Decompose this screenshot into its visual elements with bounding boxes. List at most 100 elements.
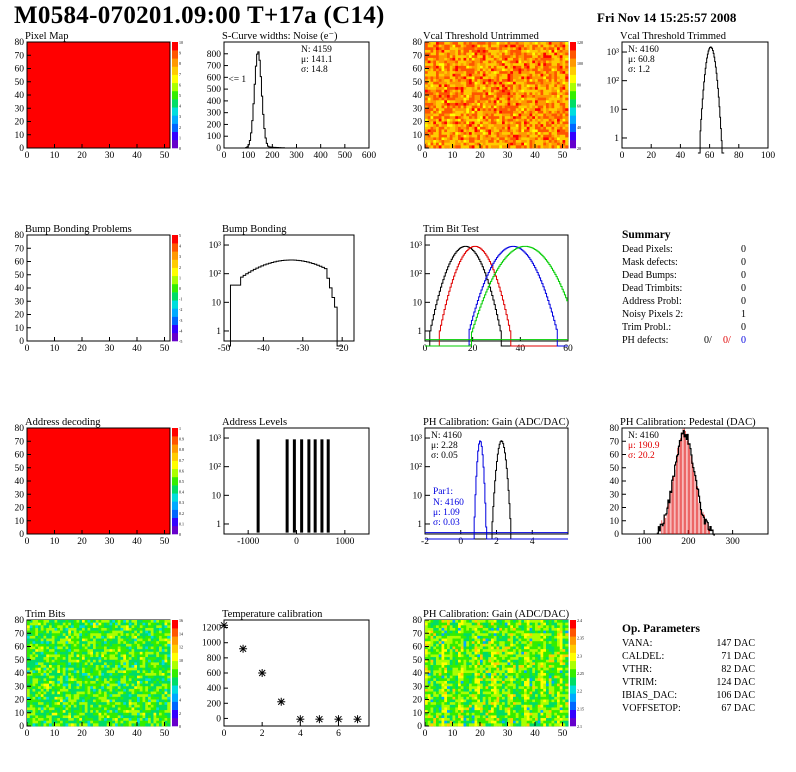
heatmap-cell bbox=[62, 715, 66, 719]
heatmap-cell bbox=[46, 630, 50, 634]
heatmap-cell bbox=[112, 665, 116, 669]
heatmap-cell bbox=[153, 699, 157, 703]
heatmap-cell bbox=[90, 675, 94, 679]
heatmap-cell bbox=[68, 654, 72, 658]
heatmap-cell bbox=[488, 124, 492, 128]
heatmap-cell bbox=[546, 116, 550, 120]
heatmap-cell bbox=[38, 665, 42, 669]
heatmap-cell bbox=[148, 691, 152, 695]
heatmap-cell bbox=[112, 710, 116, 714]
heatmap-cell bbox=[460, 102, 464, 106]
heatmap-cell bbox=[161, 659, 165, 663]
heatmap-cell bbox=[441, 97, 445, 101]
heatmap-cell bbox=[496, 95, 500, 99]
heatmap-cell bbox=[444, 142, 448, 146]
heatmap-cell bbox=[463, 124, 467, 128]
heatmap-cell bbox=[27, 715, 31, 719]
palette-step bbox=[570, 42, 576, 51]
heatmap-cell bbox=[142, 680, 146, 684]
heatmap-cell bbox=[548, 137, 552, 141]
heatmap-cell bbox=[109, 662, 113, 666]
heatmap-cell bbox=[38, 688, 42, 692]
heatmap-cell bbox=[458, 63, 462, 67]
heatmap-cell bbox=[513, 134, 517, 138]
heatmap-cell bbox=[38, 704, 42, 708]
heatmap-cell bbox=[57, 718, 61, 722]
heatmap-cell bbox=[109, 680, 113, 684]
heatmap-cell bbox=[142, 683, 146, 687]
heatmap-cell bbox=[150, 630, 154, 634]
heatmap-cell bbox=[98, 686, 102, 690]
heatmap-cell bbox=[537, 79, 541, 83]
heatmap-cell bbox=[425, 670, 429, 674]
heatmap-cell bbox=[441, 81, 445, 85]
heatmap-cell bbox=[57, 686, 61, 690]
heatmap-cell bbox=[145, 620, 149, 624]
heatmap-cell bbox=[529, 102, 533, 106]
heatmap-cell bbox=[458, 57, 462, 61]
heatmap-cell bbox=[507, 113, 511, 117]
heatmap-cell bbox=[433, 81, 437, 85]
heatmap-cell bbox=[562, 118, 566, 122]
heatmap-cell bbox=[164, 688, 168, 692]
heatmap-cell bbox=[488, 57, 492, 61]
marker-stroke bbox=[335, 715, 342, 723]
heatmap-cell bbox=[109, 657, 113, 661]
heatmap-cell bbox=[150, 678, 154, 682]
heatmap-cell bbox=[485, 134, 489, 138]
heatmap-cell bbox=[79, 635, 83, 639]
heatmap-cell bbox=[35, 630, 39, 634]
heatmap-cell bbox=[117, 659, 121, 663]
heatmap-cell bbox=[474, 42, 478, 46]
heatmap-cell bbox=[474, 92, 478, 96]
heatmap-cell bbox=[502, 124, 506, 128]
heatmap-cell bbox=[156, 710, 160, 714]
heatmap-cell bbox=[559, 105, 563, 109]
heatmap-cell bbox=[562, 76, 566, 80]
heatmap-cell bbox=[482, 79, 486, 83]
heatmap-cell bbox=[106, 686, 110, 690]
heatmap-cell bbox=[84, 686, 88, 690]
heatmap-cell bbox=[474, 97, 478, 101]
heatmap-cell bbox=[167, 710, 171, 714]
heatmap-cell bbox=[27, 699, 31, 703]
heatmap-cell bbox=[436, 100, 440, 104]
heatmap-cell bbox=[548, 55, 552, 59]
heatmap-cell bbox=[433, 63, 437, 67]
heatmap-cell bbox=[441, 124, 445, 128]
heatmap-cell bbox=[90, 720, 94, 724]
y-tick-label: 30 bbox=[15, 682, 25, 692]
heatmap-cell bbox=[433, 675, 437, 679]
heatmap-cell bbox=[115, 659, 119, 663]
heatmap-cell bbox=[491, 92, 495, 96]
heatmap-cell bbox=[557, 73, 561, 77]
heatmap-cell bbox=[145, 659, 149, 663]
heatmap-cell bbox=[54, 710, 58, 714]
heatmap-cell bbox=[441, 132, 445, 136]
heatmap-cell bbox=[444, 57, 448, 61]
palette-tick-label: 0.1 bbox=[179, 521, 184, 526]
heatmap-cell bbox=[101, 651, 105, 655]
heatmap-cell bbox=[120, 635, 124, 639]
heatmap-cell bbox=[546, 102, 550, 106]
heatmap-cell bbox=[60, 694, 64, 698]
heatmap-cell bbox=[510, 142, 514, 146]
heatmap-cell bbox=[40, 720, 44, 724]
heatmap-cell bbox=[532, 129, 536, 133]
heatmap-cell bbox=[557, 110, 561, 114]
palette-step bbox=[172, 701, 178, 710]
heatmap-cell bbox=[499, 60, 503, 64]
heatmap-cell bbox=[433, 694, 437, 698]
heatmap-cell bbox=[164, 694, 168, 698]
heatmap-cell bbox=[123, 638, 127, 642]
heatmap-cell bbox=[35, 641, 39, 645]
heatmap-cell bbox=[433, 662, 437, 666]
heatmap-cell bbox=[427, 60, 431, 64]
heatmap-cell bbox=[73, 643, 77, 647]
heatmap-cell bbox=[159, 699, 163, 703]
heatmap-cell bbox=[532, 55, 536, 59]
heatmap-cell bbox=[57, 657, 61, 661]
heatmap-cell bbox=[562, 97, 566, 101]
heatmap-cell bbox=[557, 142, 561, 146]
heatmap-cell bbox=[540, 92, 544, 96]
